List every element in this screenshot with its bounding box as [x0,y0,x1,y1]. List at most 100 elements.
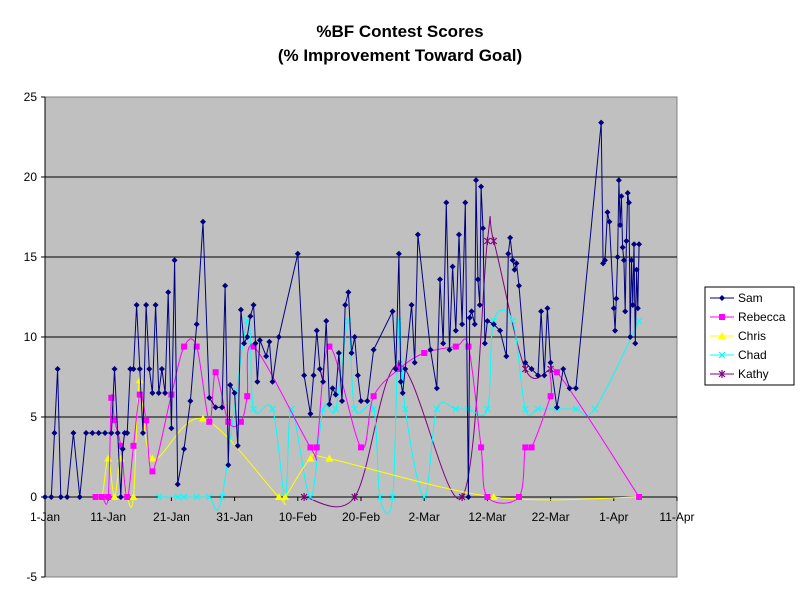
sam-point [612,327,619,334]
chris-point [110,493,119,500]
sam-point [449,263,456,270]
rebecca-point [117,442,124,449]
sam-point [323,318,330,324]
sam-point [522,359,529,366]
sam-point [76,494,83,500]
sam-point [509,257,516,264]
sam-point [200,218,206,225]
rebecca-point [478,444,485,451]
sam-point [171,257,178,264]
sam-point [316,366,323,372]
rebecca-point [206,418,213,425]
sam-point [193,321,200,328]
sam-point [127,366,134,372]
chad-point [288,405,295,413]
sam-point [152,302,159,308]
chad-point [452,405,460,413]
chris-point [135,376,144,384]
rebecca-point [516,494,522,500]
legend-item-chris: Chris [710,329,766,343]
series-sam [42,119,643,500]
sam-point [490,321,497,328]
rebecca-point [149,468,156,475]
sam-point [446,346,453,353]
x-tick-label: 11-Jan [90,510,126,524]
sam-point [619,244,626,251]
sam-point [484,318,491,324]
chad-point [218,493,226,501]
legend-kathy-point [718,370,726,378]
y-tick-label: 25 [24,90,38,104]
x-tick-label: 1-Apr [599,510,628,524]
sam-point [181,446,188,452]
sam-point [139,430,146,436]
rebecca-point [193,343,200,350]
sam-point [250,302,257,308]
sam-point [392,366,399,372]
legend-chris-point [718,332,726,339]
sam-point [414,231,421,238]
chris-point [281,493,290,500]
chad-point [465,405,472,413]
sam-point [452,327,459,334]
rebecca-point [421,350,428,356]
sam-point [108,430,115,436]
rebecca-point [105,494,112,500]
chad-point [174,493,182,501]
sam-point [95,430,102,436]
sam-point [440,340,447,347]
rebecca-point [395,366,402,372]
chris-point [129,493,138,500]
sam-point [633,266,640,273]
sam-point [631,241,638,248]
sam-point [89,430,96,436]
sam-point [266,338,273,345]
chad-point [370,405,378,413]
sam-point [604,209,611,216]
rebecca-point [313,444,320,451]
sam-point [479,225,486,232]
sam-point [234,442,241,449]
sam-point [162,390,169,396]
chad-point [269,405,276,413]
sam-point [247,313,254,320]
x-tick-label: 22-Mar [532,510,570,524]
chad-point [351,405,359,413]
kathy-point [483,237,491,245]
chris-point [104,454,113,462]
sam-point [332,391,339,398]
kathy-point [521,365,529,373]
sam-point [149,390,156,396]
sam-point [395,250,402,257]
kathy-point [351,493,359,501]
sam-point [433,385,440,392]
sam-point [598,119,605,126]
chad-point [572,405,580,413]
legend-label-chris: Chris [738,329,766,343]
chart-title: %BF Contest Scores (% Improvement Toward… [0,20,800,68]
sam-point [615,177,622,184]
sam-point [256,337,263,344]
sam-point [614,254,621,260]
sam-point [636,241,643,248]
rebecca-point [484,494,491,500]
chad-point [250,405,257,413]
rebecca-point [244,393,251,400]
sam-point [505,250,512,257]
rebecca-point [225,418,232,425]
sam-point [225,462,232,468]
rebecca-point [108,394,115,401]
rebecca-point [547,393,554,400]
sam-point [624,190,631,196]
sam-point [560,366,567,372]
sam-point [231,390,238,396]
x-tick-label: 2-Mar [409,510,440,524]
sam-point [399,390,406,396]
sam-point [354,372,361,379]
sam-point [111,366,118,372]
sam-point [507,234,514,241]
chad-point [401,405,409,413]
y-tick-label: -5 [26,570,37,584]
sam-point [263,353,270,360]
kathy-point [490,237,498,245]
